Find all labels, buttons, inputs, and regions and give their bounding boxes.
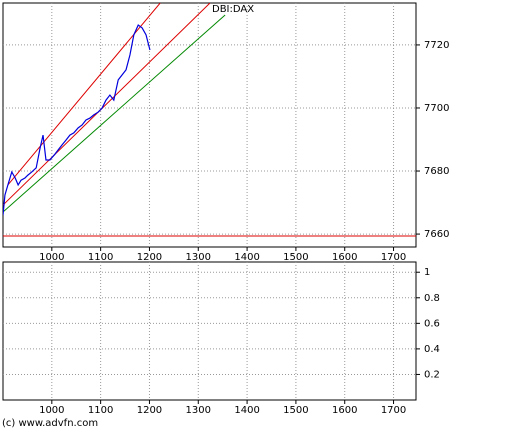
x-tick-label: 1200 bbox=[137, 252, 162, 263]
x-tick-label: 1600 bbox=[332, 252, 357, 263]
x-tick-label: 1700 bbox=[381, 252, 406, 263]
chart-title: DBI:DAX bbox=[212, 4, 254, 15]
x-tick-label: 1100 bbox=[88, 405, 113, 416]
plot-area bbox=[3, 3, 416, 247]
y-tick-label: 7660 bbox=[424, 229, 449, 240]
trend-line bbox=[3, 3, 211, 206]
y-tick-label: 0.4 bbox=[424, 344, 440, 355]
x-tick-label: 1300 bbox=[186, 405, 211, 416]
price-line bbox=[3, 24, 151, 216]
y-tick-label: 1 bbox=[424, 267, 430, 278]
y-tick-label: 7720 bbox=[424, 40, 449, 51]
x-tick-label: 1000 bbox=[39, 252, 64, 263]
plot-frame bbox=[2, 261, 417, 401]
x-tick-label: 1200 bbox=[137, 405, 162, 416]
x-tick-label: 1400 bbox=[234, 405, 259, 416]
footer: (c) www.advfn.com bbox=[2, 418, 98, 429]
x-tick-label: 1500 bbox=[283, 252, 308, 263]
y-tick-label: 0.6 bbox=[424, 318, 440, 329]
x-tick-label: 1500 bbox=[283, 405, 308, 416]
x-tick-label: 1700 bbox=[381, 405, 406, 416]
y-tick-label: 0.2 bbox=[424, 369, 440, 380]
trend-line bbox=[3, 14, 226, 213]
plot-frame bbox=[2, 2, 417, 248]
y-tick-label: 7680 bbox=[424, 166, 449, 177]
plot-area bbox=[3, 262, 416, 400]
x-tick-label: 1300 bbox=[186, 252, 211, 263]
y-tick-label: 7700 bbox=[424, 103, 449, 114]
x-tick-label: 1100 bbox=[88, 252, 113, 263]
x-tick-label: 1600 bbox=[332, 405, 357, 416]
x-tick-label: 1400 bbox=[234, 252, 259, 263]
y-tick-label: 0.8 bbox=[424, 293, 440, 304]
x-tick-label: 1000 bbox=[39, 405, 64, 416]
